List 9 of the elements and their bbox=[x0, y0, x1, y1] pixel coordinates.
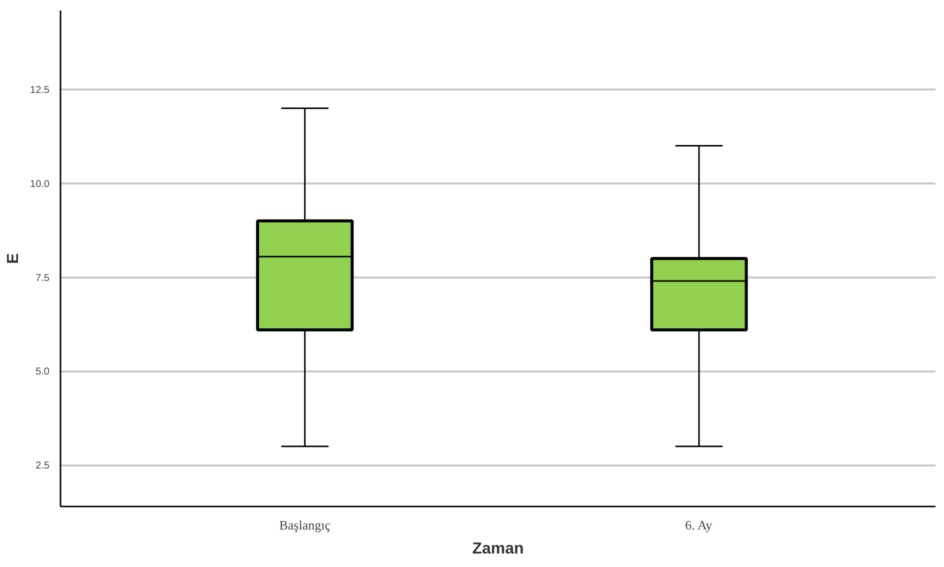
y-tick-label: 5.0 bbox=[36, 366, 50, 378]
y-tick-label: 12.5 bbox=[30, 84, 50, 96]
x-tick-label: 6. Ay bbox=[685, 518, 713, 532]
y-tick-label: 2.5 bbox=[36, 460, 50, 472]
y-tick-label: 7.5 bbox=[36, 272, 50, 284]
y-axis-title: E bbox=[5, 252, 22, 264]
x-tick-label: Başlangıç bbox=[279, 518, 331, 532]
x-axis-title: Zaman bbox=[472, 540, 524, 558]
y-tick-label: 10.0 bbox=[30, 178, 50, 190]
